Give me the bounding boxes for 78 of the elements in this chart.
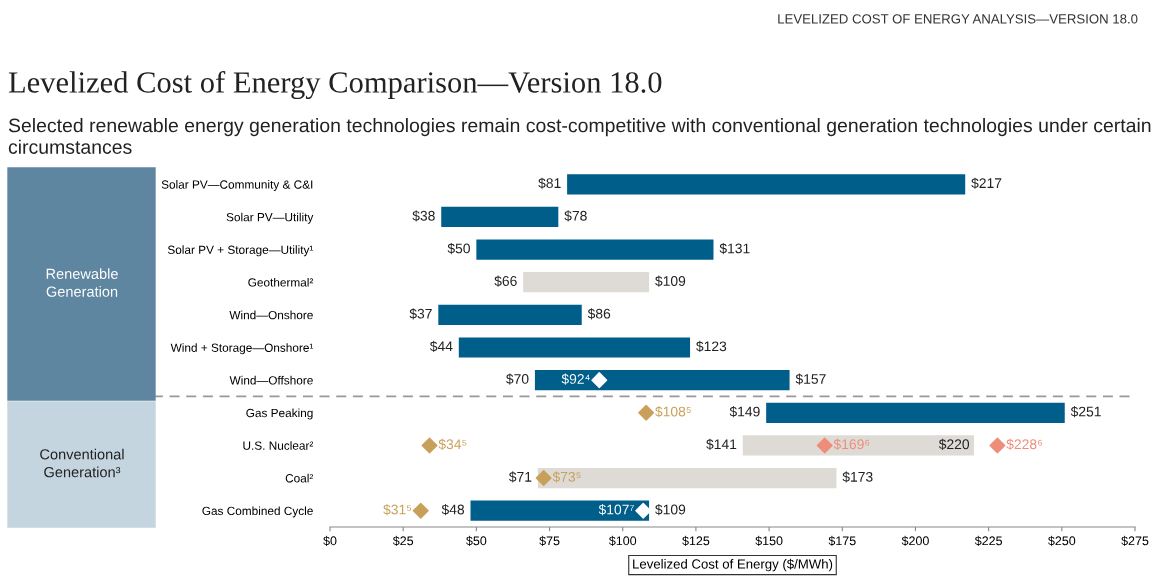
y-tick-label: Coal²: [285, 473, 314, 483]
text: $50: [447, 242, 470, 255]
y-tick-label: Geothermal²: [248, 277, 314, 287]
x-tick-label: $175: [828, 535, 856, 546]
point: [535, 470, 552, 487]
text: $109: [655, 275, 686, 287]
bar: [438, 304, 582, 325]
bar: [766, 402, 1065, 423]
bar: [441, 206, 559, 228]
point: [816, 437, 833, 454]
x-tick-label: $275: [1121, 535, 1149, 546]
text: $70: [506, 373, 529, 385]
bar: [470, 500, 650, 521]
text: $173: [842, 471, 873, 483]
text: $37: [409, 308, 432, 320]
bar: [476, 239, 714, 260]
annotation: $169⁶: [833, 438, 870, 450]
y-tick-label: U.S. Nuclear²: [243, 441, 314, 450]
annotation: $92⁴: [561, 373, 590, 385]
text: $38: [412, 210, 435, 222]
chart-subtitle: Selected renewable energy generation technologies remain cost-competitive with conventional generation technologies under certain circumstances: [8, 118, 1151, 154]
annotation: $108⁵: [655, 406, 691, 418]
text: Conventional Generation³: [40, 448, 124, 478]
x-tick-label: $100: [608, 535, 637, 546]
point: [635, 502, 652, 519]
text: $48: [441, 503, 465, 516]
point: [638, 404, 655, 421]
x-tick-label: $225: [974, 535, 1003, 546]
text: $66: [494, 275, 517, 287]
bar: [534, 370, 790, 391]
x-tick-label: $75: [539, 535, 560, 546]
text: $149: [729, 406, 760, 418]
annotation: $73⁵: [552, 471, 581, 483]
text: $141: [706, 438, 737, 450]
bar: [537, 467, 837, 489]
text: LEVELIZED COST OF ENERGY ANALYSIS—VERSION 18.0: [778, 14, 1138, 24]
point: [591, 372, 608, 389]
bar: [523, 272, 650, 293]
point: [412, 502, 429, 519]
y-tick-label: Solar PV + Storage—Utility¹: [167, 245, 314, 257]
point: [421, 437, 438, 454]
annotation: $228⁶: [1006, 438, 1042, 450]
x-tick-label: $150: [755, 535, 783, 546]
y-tick-label: Gas Peaking: [246, 408, 313, 420]
text: $81: [538, 177, 561, 189]
text: $44: [429, 340, 453, 353]
text: Renewable Generation: [46, 268, 118, 297]
text: $78: [564, 210, 587, 222]
text: $131: [719, 242, 750, 255]
text: $251: [1070, 406, 1101, 418]
bar: [567, 174, 966, 195]
annotation: $31⁵: [383, 503, 412, 516]
text: $71: [508, 471, 532, 483]
annotation: $34⁵: [438, 438, 467, 450]
text: $217: [971, 177, 1002, 189]
x-tick-label: $25: [392, 535, 414, 546]
x-tick-label: $0: [323, 535, 337, 546]
x-tick-label: $250: [1048, 535, 1076, 546]
y-tick-label: Solar PV—Community & C&I: [161, 180, 313, 192]
bar: [458, 337, 691, 358]
text: $86: [587, 308, 611, 320]
x-tick-label: $200: [901, 535, 929, 546]
text: $123: [696, 340, 727, 353]
y-tick-label: Gas Combined Cycle: [202, 506, 313, 518]
chart-title: Levelized Cost of Energy Comparison—Version 18.0: [8, 70, 662, 100]
x-tick-label: $50: [466, 535, 487, 546]
y-tick-label: Solar PV—Utility: [226, 212, 314, 224]
x-axis-title: Levelized Cost of Energy ($/MWh): [633, 558, 833, 572]
text: $109: [655, 503, 686, 516]
text: $220: [938, 438, 970, 450]
annotation: $107⁷: [598, 503, 634, 516]
point: [989, 437, 1006, 454]
y-tick-label: Wind + Storage—Onshore¹: [170, 343, 314, 355]
bar: [742, 435, 974, 456]
y-tick-label: Wind—Onshore: [229, 310, 313, 320]
text: $157: [795, 373, 826, 385]
y-tick-label: Wind—Offshore: [229, 375, 313, 385]
x-tick-label: $125: [682, 535, 710, 546]
